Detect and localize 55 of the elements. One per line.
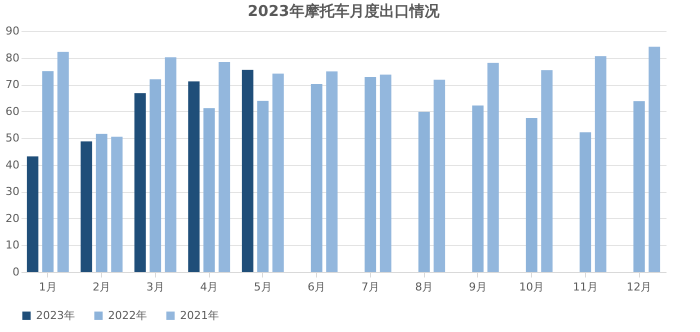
y-tick-label: 90 [6,24,20,38]
bar [648,46,660,272]
y-tick-label: 30 [6,185,20,198]
bar [164,57,176,272]
bar [380,74,392,272]
x-tick-label: 9月 [468,280,487,294]
x-tick-label: 10月 [519,280,544,294]
y-tick-label: 70 [6,78,20,92]
x-tick-label: 3月 [146,280,164,294]
x-tick-label: 7月 [361,280,380,294]
x-tick-label: 12月 [626,280,652,294]
bar [472,105,484,272]
bar [188,81,200,272]
bar [150,79,162,272]
x-tick-label: 5月 [254,280,272,294]
bar [80,141,92,272]
bar [218,62,230,272]
x-tick-label: 4月 [200,280,218,294]
bar [418,112,430,272]
bar [526,118,538,272]
x-tick-label: 6月 [308,280,326,294]
bar [57,52,69,272]
bar [96,134,108,272]
y-tick-label: 40 [6,158,20,172]
y-tick-label: 20 [6,212,20,225]
bar [487,62,499,272]
legend-label: 2022年 [108,308,147,322]
y-tick-label: 0 [12,266,20,278]
x-tick-label: 8月 [415,280,434,294]
bar [111,136,123,272]
legend-label: 2021年 [180,308,219,322]
y-tick-label: 80 [6,51,20,64]
bar [272,74,284,272]
x-tick-label: 1月 [38,280,57,294]
x-tick-label: 2月 [92,280,111,294]
bar [364,77,376,272]
bar [594,56,606,272]
bar [434,80,446,272]
bar [310,84,322,272]
y-tick-label: 50 [6,132,20,145]
legend-label: 2023年 [36,308,75,322]
y-tick-label: 10 [6,238,20,252]
bar [26,156,38,272]
bar [633,101,645,272]
y-tick-label: 60 [6,104,20,118]
bar [203,108,215,272]
bar [257,100,269,272]
bar [580,132,592,272]
bar [541,70,553,272]
bar [326,71,338,272]
bar [134,93,146,272]
x-tick-label: 11月 [572,280,598,294]
chart-title: 2023年摩托车月度出口情况 [248,2,440,20]
bar [242,70,254,272]
bar [42,71,54,272]
